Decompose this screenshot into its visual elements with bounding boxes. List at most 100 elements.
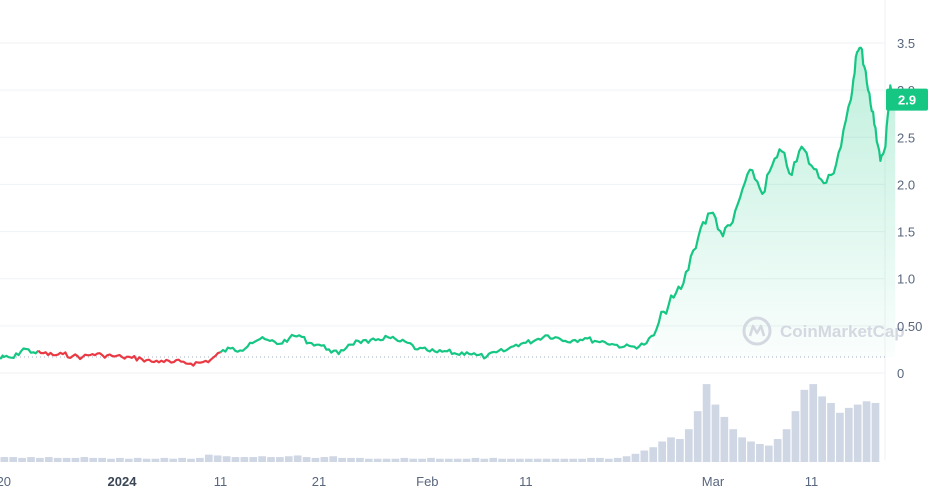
volume-bar [658,441,666,462]
x-axis: 20 2024 11 21 Feb 11 Mar 11 [0,474,818,489]
volume-bar [836,412,844,462]
price-line-down [37,349,221,367]
y-tick-label: 3.5 [897,36,915,51]
volume-bar [427,457,435,462]
y-tick-label: 0 [897,366,904,381]
volume-bar [516,458,524,462]
volume-bar [276,457,284,462]
volume-bar [27,457,35,462]
volume-bar [338,457,346,462]
volume-bar [684,429,693,462]
volume-bar [676,439,684,462]
volume-bar [471,457,480,462]
volume-bar [169,458,178,462]
volume-bar [489,457,498,462]
x-tick-label: 11 [519,474,533,489]
volume-bar [667,437,675,462]
volume-bar [231,457,240,462]
volume-bar [302,457,311,462]
volume-bar [267,457,275,462]
volume-bar [791,411,800,462]
volume-bar [249,457,258,462]
volume-bar [178,457,186,462]
volume-bar [462,458,471,462]
volume-bar [400,457,409,462]
y-tick-label: 2.5 [897,130,915,145]
x-tick-label: Mar [702,474,725,489]
volume-bar [649,447,658,462]
volume-bar [551,458,560,462]
volume-bar [373,458,382,462]
volume-bar [347,457,355,462]
volume-bar [569,458,578,462]
volume-bar [720,416,729,462]
volume-bar [293,455,302,462]
volume-bar [862,401,871,462]
volume-bar [747,441,755,462]
volume-bar [329,456,338,462]
volume-bar [818,396,826,462]
y-axis: 0 0.50 1.0 1.5 2.0 2.5 2.9 3.5 [897,36,922,381]
volume-bars [0,384,880,462]
volume-bar [0,457,9,462]
volume-bar [756,443,764,462]
volume-bar [364,458,373,462]
volume-bar [116,457,124,462]
volume-bar [98,457,106,462]
volume-bar [498,458,506,462]
volume-bar [151,458,160,462]
volume-bar [53,457,62,462]
volume-bar [258,456,266,462]
x-tick-label: 2024 [108,474,138,489]
volume-bar [827,402,835,462]
volume-bar [507,458,515,462]
x-tick-label: Feb [416,474,438,489]
volume-bar [18,457,26,462]
volume-bar [871,402,880,462]
volume-bar [631,453,640,462]
volume-bar [853,404,862,462]
volume-bar [640,450,649,462]
volume-bar [809,384,818,462]
y-tick-label: 0.50 [897,319,922,334]
volume-bar [89,457,98,462]
volume-bar [782,429,791,462]
volume-bar [320,457,329,462]
volume-bar [738,437,746,462]
volume-bar [596,457,604,462]
grid-lines [0,0,886,460]
volume-bar [444,458,453,462]
watermark-text: CoinMarketCap [780,322,905,341]
volume-bar [124,458,133,462]
volume-bar [62,457,71,462]
volume-bar [773,439,782,462]
volume-bar [107,458,115,462]
volume-bar [560,458,569,462]
volume-bar [133,457,142,462]
price-badge-bg [886,88,928,111]
volume-bar [622,456,631,462]
volume-bar [702,384,711,462]
volume-bar [36,457,44,462]
volume-bar [391,458,400,462]
volume-bar [44,457,53,462]
volume-bar [418,458,426,462]
volume-bar [409,458,418,462]
y-tick-label: 2.0 [897,177,915,192]
x-tick-label: 11 [805,474,819,489]
volume-bar [240,457,249,462]
volume-bar [196,457,204,462]
volume-bar [160,457,169,462]
x-tick-label: 20 [0,474,11,489]
y-tick-label: 1.5 [897,225,915,240]
volume-bar [71,457,80,462]
volume-bar [436,458,444,462]
volume-bar [613,457,622,462]
volume-bar [729,429,738,462]
coinmarketcap-logo-icon [742,316,772,346]
volume-bar [187,458,195,462]
volume-bar [800,389,809,462]
volume-bar [9,457,18,462]
volume-bar [80,457,89,462]
